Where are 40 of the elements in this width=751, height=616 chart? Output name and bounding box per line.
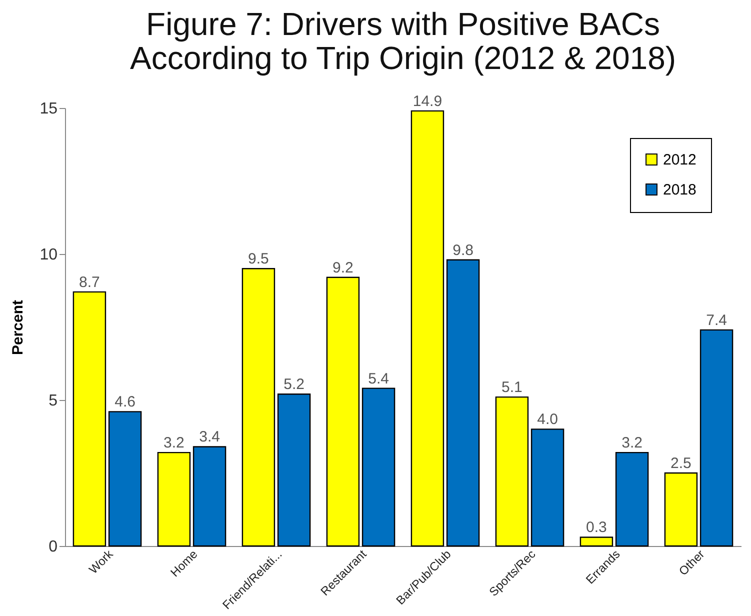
legend-label: 2018: [663, 182, 696, 198]
data-label: 4.6: [114, 394, 136, 411]
data-label: 9.5: [248, 250, 269, 268]
y-tick-label: 5: [48, 392, 58, 410]
y-tick-label: 15: [40, 100, 58, 118]
data-label: 2.5: [670, 455, 692, 472]
bar: [326, 276, 360, 547]
legend-label: 2012: [663, 152, 696, 168]
data-label: 9.8: [452, 242, 474, 259]
data-label: 3.4: [199, 428, 220, 446]
bar: [72, 291, 106, 547]
data-label: 3.2: [622, 434, 642, 452]
data-label: 8.7: [79, 274, 100, 291]
y-tick-label: 0: [48, 538, 58, 556]
data-label: 0.3: [586, 519, 607, 536]
bar: [495, 396, 529, 547]
chart-title: Figure 7: Drivers with Positive BACs According to Trip Origin (2012 & 2018): [130, 6, 676, 76]
data-label: 14.9: [412, 92, 442, 110]
data-label: 5.4: [368, 370, 389, 388]
data-label: 7.4: [706, 312, 727, 329]
bar: [700, 329, 734, 547]
bar: [242, 268, 276, 547]
bar: [664, 472, 698, 547]
bar: [108, 411, 142, 547]
data-label: 9.2: [332, 259, 354, 276]
y-tick-label: 10: [40, 246, 58, 264]
bar: [410, 110, 444, 547]
bar: [615, 452, 649, 547]
data-label: 5.2: [284, 376, 304, 394]
bar: [530, 428, 564, 547]
data-label: 5.1: [502, 379, 522, 396]
bar: [157, 452, 191, 547]
bar: [446, 259, 480, 547]
bar: [362, 388, 396, 547]
data-label: 3.2: [164, 434, 184, 452]
y-axis-title: Percent: [10, 300, 27, 356]
bar: [580, 536, 614, 547]
bar: [192, 446, 226, 547]
data-label: 4.0: [537, 411, 558, 428]
bar: [277, 394, 311, 547]
